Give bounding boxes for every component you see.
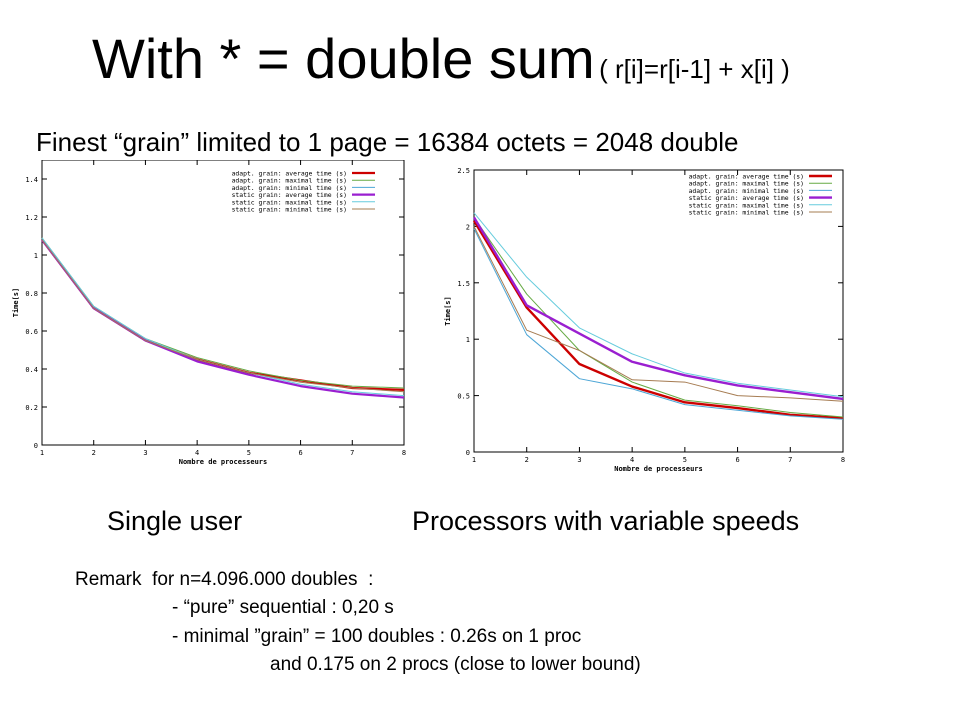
x-tick-label: 3 bbox=[143, 449, 147, 457]
series-line-6 bbox=[473, 226, 844, 402]
series-line-4 bbox=[41, 239, 405, 399]
series-line-1 bbox=[472, 220, 844, 420]
legend-entry-label: static grain: average time (s) bbox=[232, 191, 347, 199]
remark-line-2: - “pure” sequential : 0,20 s bbox=[172, 597, 394, 618]
x-tick-label: 1 bbox=[40, 449, 44, 457]
x-tick-label: 5 bbox=[683, 456, 687, 464]
legend-entry-label: adapt. grain: maximal time (s) bbox=[232, 177, 347, 185]
remark-line-4: and 0.175 on 2 procs (close to lower bou… bbox=[270, 654, 641, 675]
x-tick-label: 5 bbox=[247, 449, 251, 457]
legend-entry-label: adapt. grain: maximal time (s) bbox=[689, 180, 804, 188]
series-line-3 bbox=[41, 239, 405, 398]
x-tick-label: 4 bbox=[195, 449, 199, 457]
x-tick-label: 3 bbox=[577, 456, 581, 464]
title-formula: ( r[i]=r[i-1] + x[i] ) bbox=[599, 54, 790, 84]
x-tick-label: 7 bbox=[350, 449, 354, 457]
plot-frame bbox=[473, 169, 844, 453]
series-line-5 bbox=[41, 237, 405, 397]
y-tick-label: 1 bbox=[34, 252, 38, 260]
x-tick-label: 4 bbox=[630, 456, 634, 464]
legend-entry-label: adapt. grain: minimal time (s) bbox=[689, 187, 804, 195]
caption-variable-speeds: Processors with variable speeds bbox=[412, 506, 800, 536]
x-tick-label: 1 bbox=[472, 456, 476, 464]
y-tick-label: 2.5 bbox=[457, 167, 470, 175]
y-tick-label: 0.8 bbox=[25, 290, 38, 298]
y-tick-label: 0.2 bbox=[25, 404, 38, 412]
y-tick-label: 0 bbox=[466, 449, 470, 457]
legend-entry-label: adapt. grain: average time (s) bbox=[232, 170, 347, 178]
caption-single-user: Single user bbox=[107, 506, 243, 536]
x-tick-label: 8 bbox=[841, 456, 845, 464]
series-line-3 bbox=[473, 228, 844, 420]
y-tick-label: 1.5 bbox=[457, 280, 470, 288]
series-line-6 bbox=[41, 239, 405, 393]
legend-entry-label: static grain: minimal time (s) bbox=[689, 209, 804, 217]
x-tick-label: 6 bbox=[298, 449, 302, 457]
y-tick-label: 2 bbox=[466, 223, 470, 231]
x-axis-label: Nombre de processeurs bbox=[179, 458, 268, 466]
y-tick-label: 1.2 bbox=[25, 214, 38, 222]
series-line-4 bbox=[472, 216, 844, 401]
x-tick-label: 2 bbox=[525, 456, 529, 464]
plot-frame bbox=[41, 160, 405, 446]
chart-variable-speeds: 0 0.5 1 1.5 2 2.5 1 2 3 4 5 6 7 8 Nombre de processeur… bbox=[444, 167, 845, 473]
y-axis-label: Time[s] bbox=[444, 296, 452, 326]
legend-entry-label: static grain: maximal time (s) bbox=[689, 201, 804, 209]
remark-line-3: - minimal ”grain” = 100 doubles : 0.26s … bbox=[172, 626, 582, 647]
y-tick-label: 0.4 bbox=[25, 366, 38, 374]
y-tick-label: 1 bbox=[466, 336, 470, 344]
remark-line-1: Remark for n=4.096.000 doubles : bbox=[75, 569, 374, 590]
legend-entry-label: adapt. grain: average time (s) bbox=[689, 173, 804, 181]
y-tick-label: 0 bbox=[34, 442, 38, 450]
x-tick-label: 2 bbox=[92, 449, 96, 457]
legend-entry-label: static grain: maximal time (s) bbox=[232, 198, 347, 206]
legend-entry-label: adapt. grain: minimal time (s) bbox=[232, 184, 347, 192]
y-axis-label: Time[s] bbox=[12, 288, 20, 318]
y-tick-label: 0.5 bbox=[457, 393, 470, 401]
x-tick-label: 7 bbox=[788, 456, 792, 464]
chart-single-user: 0 0.2 0.4 0.6 0.8 1 1.2 1.4 1 2 3 4 5 6 7 8 Nombre de pr… bbox=[12, 160, 406, 466]
series-line-5 bbox=[473, 212, 844, 398]
series-line-2 bbox=[473, 217, 844, 418]
legend-entry-label: static grain: minimal time (s) bbox=[232, 206, 347, 214]
title-main: With * = double sum bbox=[92, 27, 595, 90]
x-tick-label: 8 bbox=[402, 449, 406, 457]
x-axis-label: Nombre de processeurs bbox=[614, 465, 703, 473]
legend-entry-label: static grain: average time (s) bbox=[689, 194, 804, 202]
slide-subtitle: Finest “grain” limited to 1 page = 16384… bbox=[36, 127, 739, 157]
y-tick-label: 1.4 bbox=[25, 176, 38, 184]
slide-title: With * = double sum ( r[i]=r[i-1] + x[i]… bbox=[92, 26, 790, 91]
x-tick-label: 6 bbox=[735, 456, 739, 464]
y-tick-label: 0.6 bbox=[25, 328, 38, 336]
